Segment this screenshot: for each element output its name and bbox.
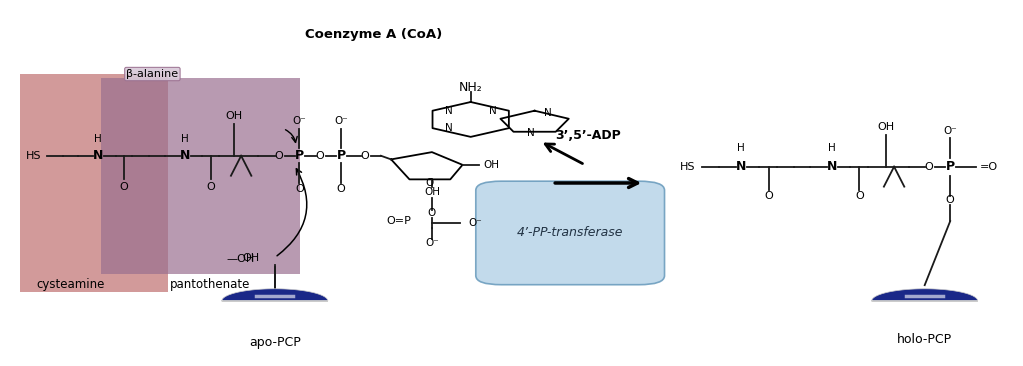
Text: O: O bbox=[360, 151, 369, 161]
Text: H: H bbox=[828, 143, 836, 153]
Text: O: O bbox=[428, 208, 436, 218]
Text: OH: OH bbox=[424, 187, 440, 197]
Text: O: O bbox=[274, 151, 283, 161]
Text: N: N bbox=[736, 160, 746, 173]
Text: O⁻: O⁻ bbox=[943, 126, 958, 137]
Text: O⁻: O⁻ bbox=[425, 238, 439, 248]
Text: OH: OH bbox=[878, 122, 894, 132]
Text: —OH: —OH bbox=[226, 254, 255, 264]
Text: H: H bbox=[181, 134, 189, 145]
Bar bbox=[19, 74, 168, 292]
Polygon shape bbox=[872, 289, 978, 301]
Text: O: O bbox=[120, 182, 128, 192]
Text: OH: OH bbox=[225, 111, 242, 121]
Text: N: N bbox=[93, 149, 103, 162]
Text: O: O bbox=[764, 191, 773, 201]
Text: O: O bbox=[925, 162, 933, 172]
FancyBboxPatch shape bbox=[476, 181, 665, 285]
Text: β-alanine: β-alanine bbox=[126, 69, 178, 79]
Text: HS: HS bbox=[26, 151, 41, 161]
Text: P: P bbox=[945, 160, 954, 173]
Text: N: N bbox=[489, 106, 496, 116]
Bar bbox=[101, 78, 301, 274]
Text: N: N bbox=[827, 160, 837, 173]
Polygon shape bbox=[222, 289, 327, 301]
Text: O: O bbox=[315, 151, 324, 161]
Text: O=P: O=P bbox=[387, 216, 411, 226]
Text: P: P bbox=[295, 149, 304, 162]
Text: O: O bbox=[295, 184, 304, 194]
FancyArrowPatch shape bbox=[277, 169, 307, 256]
Text: N: N bbox=[445, 106, 452, 116]
Text: P: P bbox=[337, 149, 346, 162]
Text: H: H bbox=[738, 143, 745, 153]
Text: O⁻: O⁻ bbox=[335, 116, 348, 126]
Text: O: O bbox=[207, 182, 215, 192]
Text: N: N bbox=[445, 123, 452, 133]
Text: N: N bbox=[544, 108, 551, 118]
Text: apo-PCP: apo-PCP bbox=[249, 336, 301, 349]
Text: O: O bbox=[337, 184, 346, 194]
Text: O: O bbox=[426, 178, 434, 188]
Text: =O: =O bbox=[980, 162, 997, 172]
Text: H: H bbox=[94, 134, 102, 145]
Text: HS: HS bbox=[680, 162, 696, 172]
Text: N: N bbox=[180, 149, 190, 162]
Text: Coenzyme A (CoA): Coenzyme A (CoA) bbox=[305, 27, 442, 41]
Text: OH: OH bbox=[242, 253, 260, 263]
Text: O: O bbox=[855, 191, 863, 201]
Text: O⁻: O⁻ bbox=[469, 218, 483, 228]
Text: cysteamine: cysteamine bbox=[37, 278, 105, 291]
Text: pantothenate: pantothenate bbox=[171, 278, 251, 291]
Text: NH₂: NH₂ bbox=[459, 81, 483, 94]
Text: 3’,5’-ADP: 3’,5’-ADP bbox=[555, 129, 621, 142]
Text: O⁻: O⁻ bbox=[293, 116, 306, 126]
Text: N: N bbox=[528, 128, 535, 138]
Text: 4’-PP-transferase: 4’-PP-transferase bbox=[517, 227, 623, 239]
Text: O: O bbox=[946, 195, 954, 205]
Text: holo-PCP: holo-PCP bbox=[897, 333, 952, 346]
Text: OH: OH bbox=[483, 160, 499, 170]
